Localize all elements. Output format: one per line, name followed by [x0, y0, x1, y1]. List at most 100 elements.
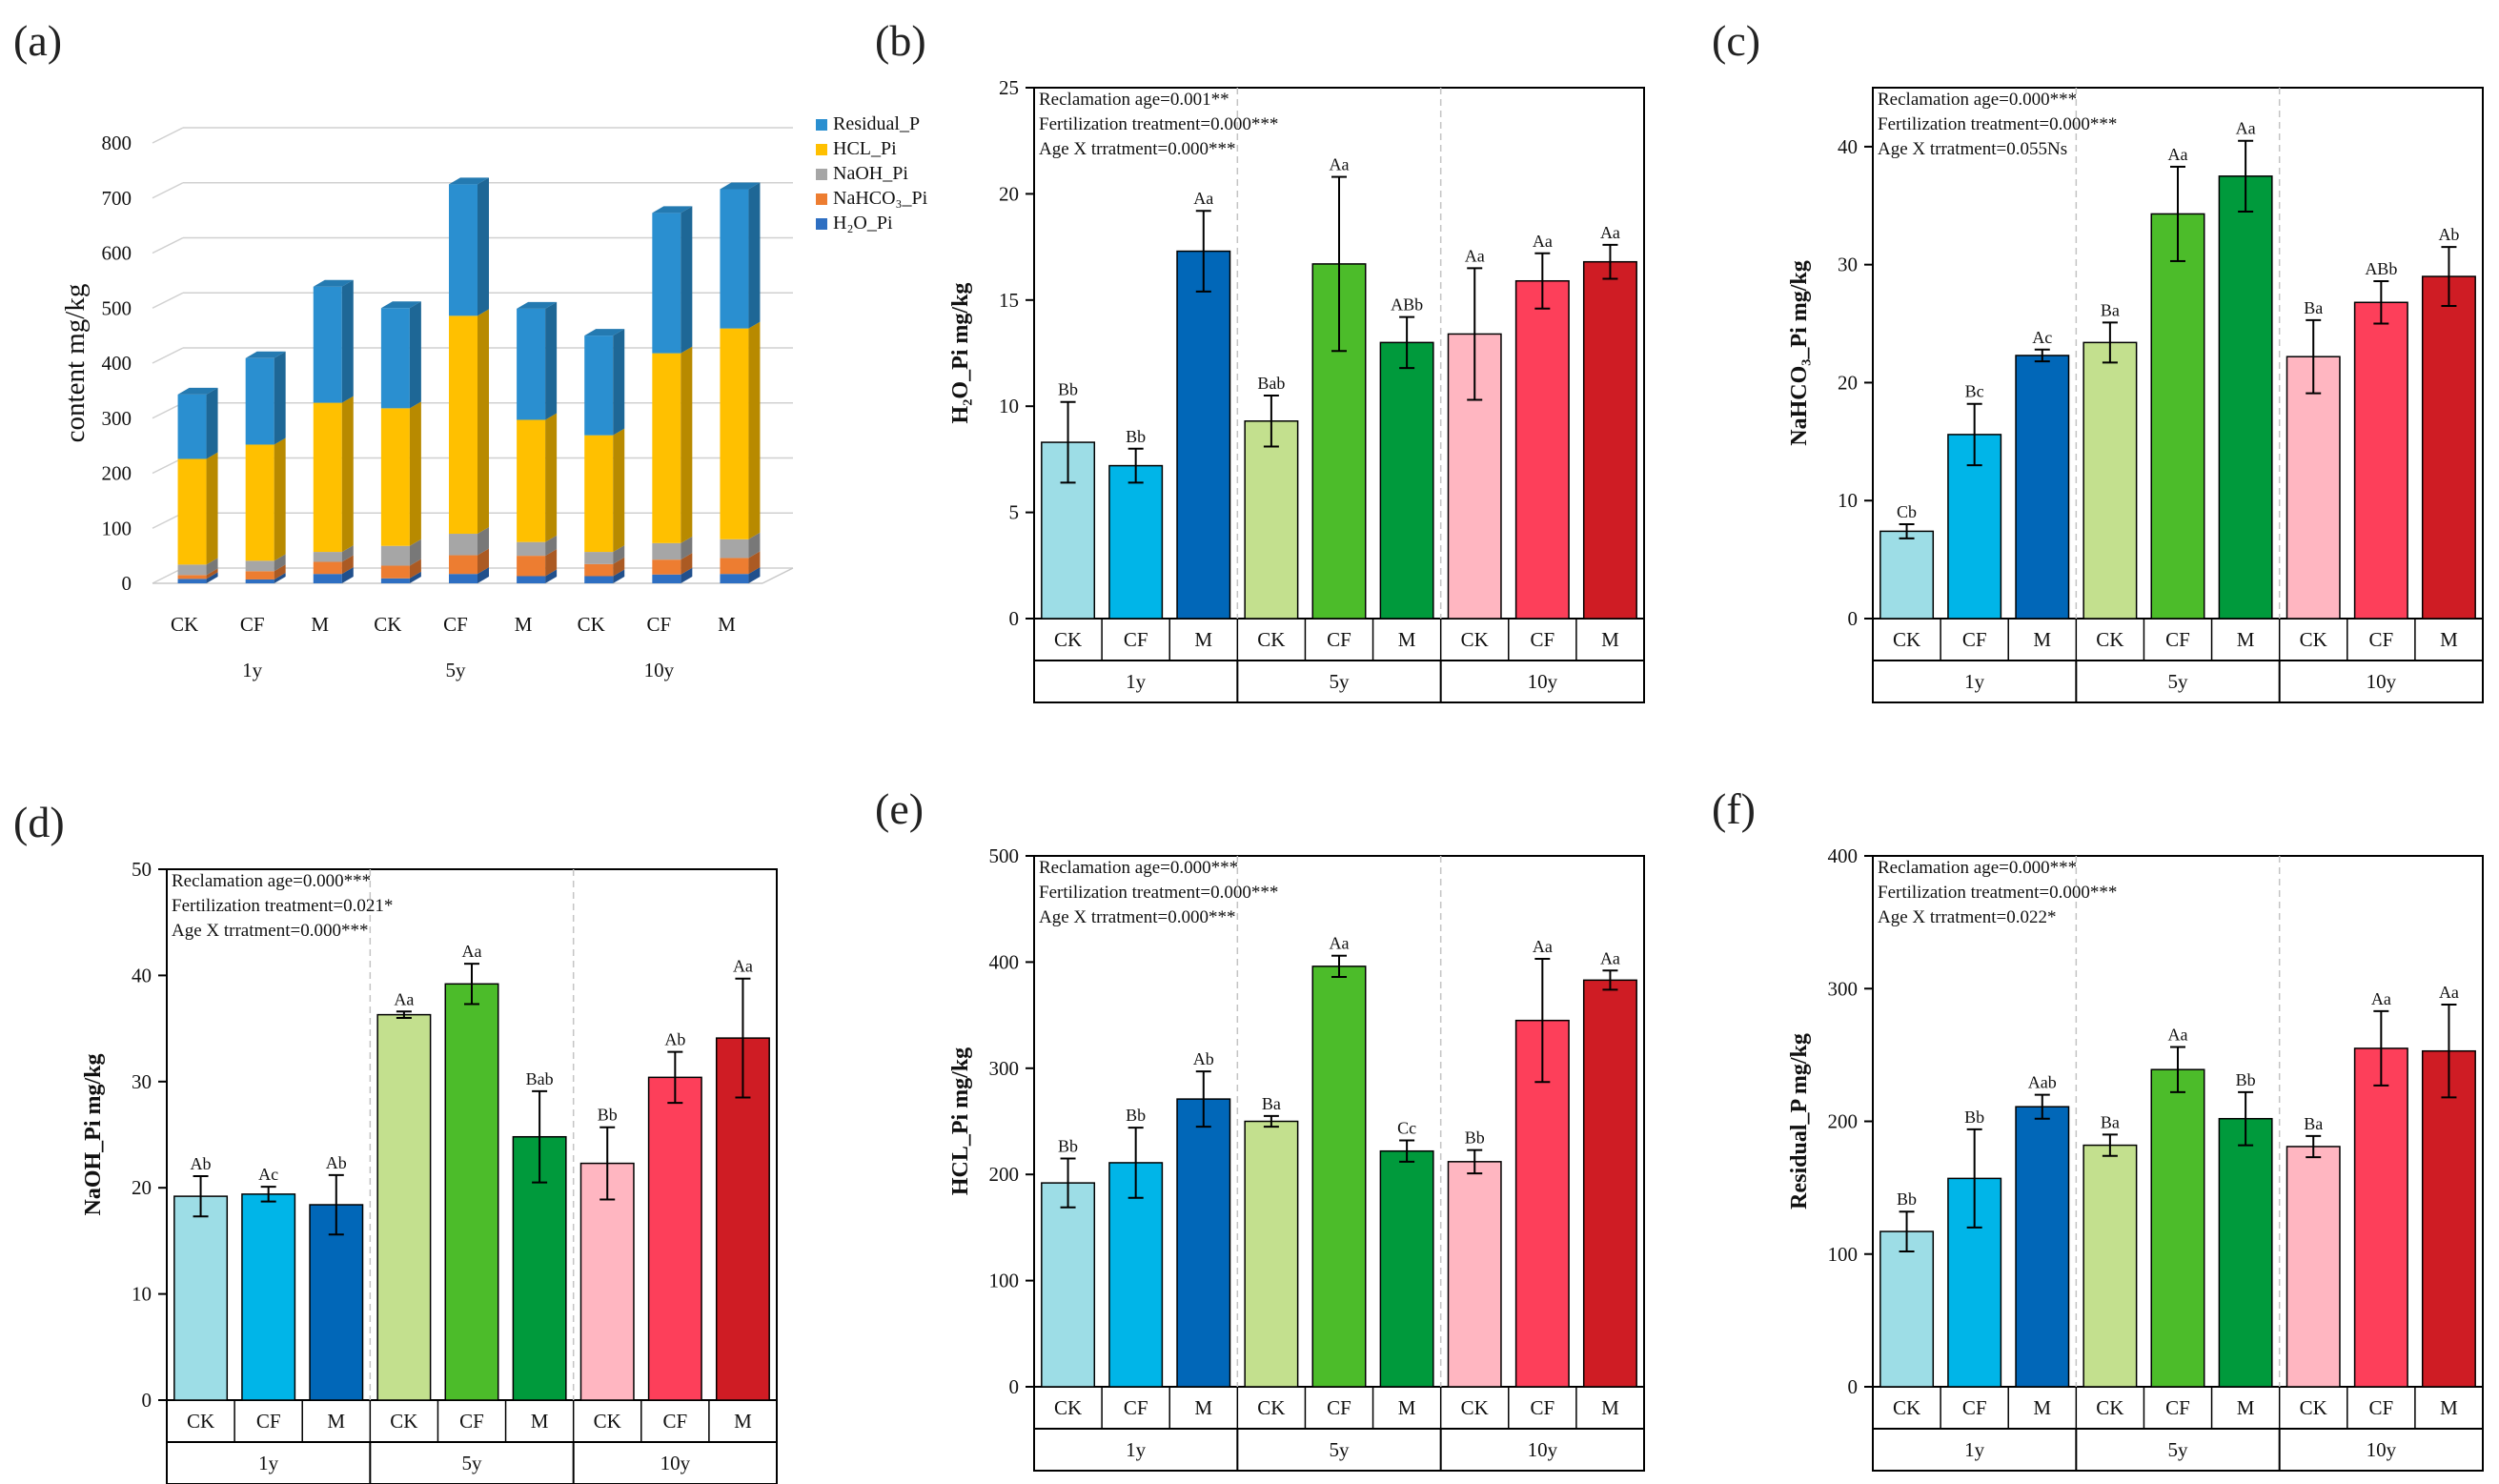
stack-segment-side [341, 279, 354, 403]
x-category-label: M [515, 613, 533, 636]
significance-label: ABb [2365, 259, 2397, 278]
stack-segment-side [613, 428, 625, 553]
x-group-label: 1y [1964, 1438, 1985, 1461]
x-group-label: 10y [644, 659, 675, 681]
panel-d: (d) 0 10 20 30 40 50 NaOH_Pi mg/kg Reclamation a… [13, 798, 778, 1484]
x-category-label: M [1601, 628, 1619, 651]
stack-segment-side [748, 321, 761, 539]
y-tick-label: 100 [1828, 1243, 1859, 1266]
significance-label: Ab [2438, 225, 2459, 244]
y-axis-label: NaOH_Pi mg/kg [81, 1053, 106, 1215]
significance-label: Cc [1397, 1119, 1416, 1138]
x-category-label: CK [1461, 1396, 1489, 1419]
stack-segment [313, 402, 342, 553]
legend-entry: HCL_Pi [833, 138, 897, 159]
significance-label: Aa [462, 942, 482, 961]
y-tick-label: 600 [102, 242, 132, 265]
stack-top [313, 279, 354, 287]
x-group-label: 5y [1330, 670, 1351, 693]
x-category-label: CK [1054, 628, 1082, 651]
bar [1879, 530, 1935, 620]
stat-annotation: Age X trratment=0.055Ns [1878, 139, 2067, 159]
stack-segment-side [409, 571, 421, 583]
x-category-label: M [2237, 628, 2255, 651]
x-group-label: 10y [660, 1452, 691, 1474]
stack-segment-side [477, 567, 489, 583]
stat-annotation: Fertilization treatment=0.000*** [1039, 883, 1278, 903]
panel-d-label: (d) [13, 798, 65, 846]
stack-segment [177, 575, 207, 579]
stack-top [652, 206, 693, 213]
stack-segment-side [409, 401, 421, 546]
grid-diag [152, 347, 184, 364]
bar [1379, 341, 1434, 620]
x-category-label: M [1194, 1396, 1212, 1419]
significance-label: Ba [2304, 298, 2323, 317]
stack-segment-side [545, 413, 558, 542]
x-group-label: 5y [1330, 1438, 1351, 1461]
x-group-label: 5y [2168, 670, 2189, 693]
y-tick-label: 40 [132, 964, 152, 986]
y-tick-label: 100 [102, 517, 132, 539]
x-category-label: CF [2368, 628, 2393, 651]
y-tick-label: 400 [102, 352, 132, 375]
y-tick-label: 0 [122, 572, 132, 595]
stack-segment [584, 435, 614, 553]
significance-label: Aa [1330, 155, 1350, 174]
x-category-label: M [1194, 628, 1212, 651]
x-category-label: CK [2300, 1396, 2327, 1419]
stack-segment [652, 353, 681, 543]
stack-segment-side [477, 177, 489, 316]
stack-segment [720, 558, 749, 575]
x-category-label: CF [459, 1410, 484, 1433]
panel-f-label: (f) [1712, 784, 1756, 833]
bar [2421, 1049, 2476, 1388]
significance-label: ABb [1391, 295, 1423, 315]
stack-segment-side [613, 545, 625, 564]
panel-a: (a) 0 100 200 300 400 500 600 700 800 content mg/k… [13, 16, 928, 681]
stack-segment [245, 444, 274, 561]
x-category-label: CF [1530, 1396, 1554, 1419]
significance-label: Aa [1533, 232, 1553, 251]
legend-swatch [816, 119, 827, 131]
y-tick-label: 800 [102, 132, 132, 154]
legend-entry: Residual_P [833, 113, 920, 134]
x-category-label: CF [1124, 628, 1148, 651]
legend-entry: H₂O_Pi [833, 213, 893, 234]
panel-e-label: (e) [875, 784, 924, 833]
x-category-label: M [311, 613, 329, 636]
bar [173, 1195, 229, 1401]
stack-segment-side [274, 572, 286, 583]
x-category-label: CF [2368, 1396, 2393, 1419]
significance-label: Bab [526, 1069, 554, 1088]
y-tick-label: 10 [132, 1283, 152, 1306]
stack-top [177, 387, 218, 395]
y-tick-label: 500 [989, 844, 1020, 867]
significance-label: Aa [1600, 948, 1620, 967]
panel-c: (c) 0 10 20 30 40 NaHCO₃_Pi mg/kg Reclamation a… [1712, 16, 2484, 703]
x-category-label: CK [2300, 628, 2327, 651]
stack-segment [380, 545, 410, 566]
stack-segment [313, 561, 342, 575]
x-group-label: 1y [1126, 1438, 1147, 1461]
x-group-label: 5y [446, 659, 467, 681]
bar [2218, 175, 2273, 620]
stat-annotation: Age X trratment=0.000*** [172, 921, 368, 941]
stack-segment [449, 534, 477, 556]
stack-top [584, 329, 625, 336]
significance-label: Aa [2168, 1026, 2188, 1045]
stack-segment [720, 328, 749, 539]
y-tick-label: 5 [1009, 501, 1020, 524]
stat-annotation: Fertilization treatment=0.000*** [1878, 114, 2117, 134]
grid-diag [152, 127, 184, 144]
stack-segment-side [206, 452, 218, 565]
stack-segment-side [274, 564, 286, 579]
stack-segment-side [477, 527, 489, 556]
significance-label: Bb [1058, 1136, 1078, 1155]
stack-segment-side [409, 539, 421, 566]
stack-segment [245, 579, 274, 583]
significance-label: Ab [1193, 1049, 1214, 1068]
stack-segment [177, 458, 207, 565]
stack-segment [517, 308, 546, 420]
